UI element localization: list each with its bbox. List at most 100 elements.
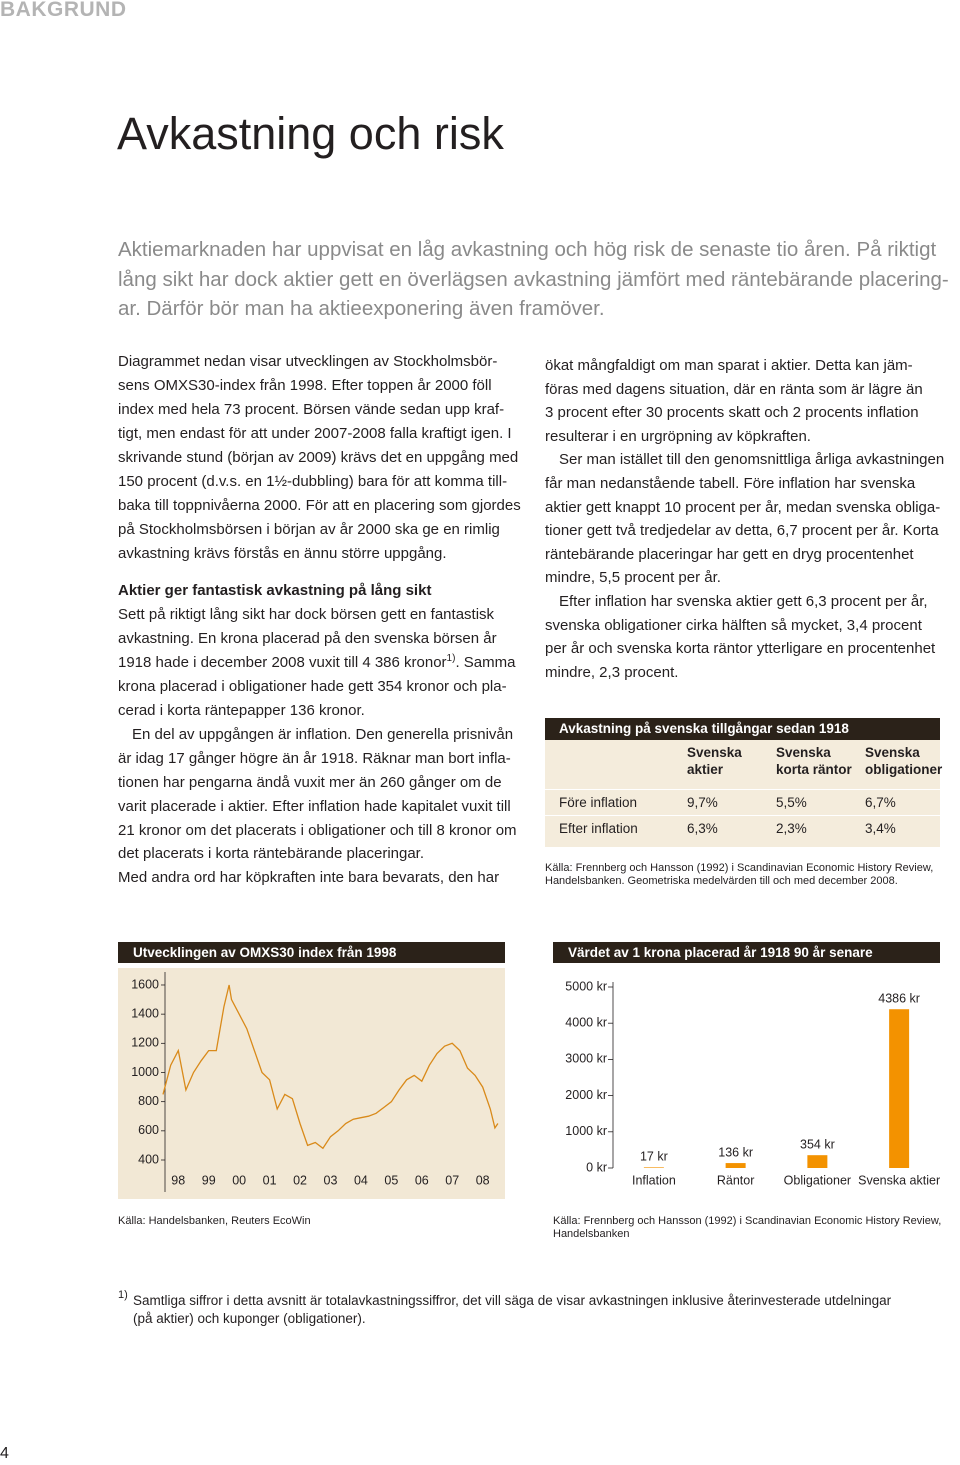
text-line: Handelsbanken [553, 1228, 630, 1240]
text-line: Diagrammet nedan visar utvecklingen av S… [118, 353, 498, 370]
table-title: Avkastning på svenska tillgångar sedan 1… [545, 718, 940, 740]
x-tick-label: 06 [415, 1173, 429, 1187]
corner [559, 744, 687, 778]
text-line: skrivande stund (början av 2009) krävs d… [118, 449, 519, 466]
text-line: Efter inflation har svenska aktier gett … [559, 592, 928, 610]
y-tick-label: 5000 kr [565, 979, 607, 993]
text-line: varit placerade i aktier. Efter inflatio… [118, 797, 511, 815]
y-tick-label: 800 [138, 1094, 159, 1108]
x-tick-label: 05 [384, 1173, 398, 1187]
value-chart: Värdet av 1 krona placerad år 1918 90 år… [553, 942, 940, 1187]
paragraph: ökat mångfaldigt om man sparat i aktier.… [545, 354, 944, 448]
plot-background [118, 968, 505, 1199]
footnote-ref: 1) [446, 652, 456, 664]
row-label: Före inflation [559, 795, 638, 810]
column-header: Svenska aktier [687, 744, 776, 778]
text: . Samma [455, 653, 516, 671]
y-tick-label: 1200 [131, 1036, 159, 1050]
value-label: 4386 kr [878, 992, 920, 1006]
chart-source: Källa: Frennberg och Hansson (1992) i Sc… [553, 1215, 941, 1241]
paragraph: En del av uppgången är inflation. Den ge… [118, 723, 517, 891]
returns-table: Avkastning på svenska tillgångar sedan 1… [545, 718, 943, 847]
text-line: är idag 17 gånger högre än år 1918. Räkn… [118, 749, 511, 767]
bar [643, 1167, 664, 1168]
paragraph: Ser man istället till den genomsnittliga… [545, 448, 944, 590]
text-line: tionen har pengarna ändå vuxit mer än 26… [118, 773, 502, 791]
page-title: Avkastning och risk [117, 108, 504, 159]
text-line: Aktiemarknaden har uppvisat en låg avkas… [118, 238, 937, 261]
x-tick-label: Svenska aktier [858, 1173, 940, 1187]
text-line: ar. Därför bör man ha aktieexponering äv… [118, 297, 605, 320]
column-header-line: korta räntor [776, 762, 852, 777]
x-tick-label: 04 [354, 1173, 368, 1187]
bar [725, 1163, 746, 1168]
column-header: Svenska korta räntor [776, 744, 865, 778]
text-line: ökat mångfaldigt om man sparat i aktier.… [545, 357, 913, 374]
footnote-marker: 1) [118, 1289, 128, 1301]
table-cell: 5,5% [776, 795, 807, 810]
x-tick-label: 02 [293, 1173, 307, 1187]
table-cell: 3,4% [865, 821, 896, 836]
row-label: Efter inflation [559, 821, 638, 836]
column-header-line: Svenska [687, 745, 742, 760]
column-header-line: Svenska [865, 745, 920, 760]
text-line: Samtliga siffror i detta avsnitt är tota… [133, 1293, 892, 1308]
y-tick-label: 1400 [131, 1006, 159, 1020]
text-line: föras med dagens situation, där en ränta… [545, 380, 923, 398]
text-line: avkastning. En krona placerad på den sve… [118, 629, 497, 647]
table-cell: 2,3% [776, 821, 807, 836]
text-line: (på aktier) och kuponger (obligationer). [133, 1311, 366, 1326]
text-line: lång sikt har dock aktier gett en överlä… [118, 267, 949, 291]
x-tick-label: 07 [445, 1173, 459, 1187]
x-tick-label: 00 [232, 1173, 246, 1187]
bar [807, 1155, 828, 1168]
value-label: 17 kr [640, 1150, 668, 1164]
paragraph: Efter inflation har svenska aktier gett … [545, 590, 944, 684]
right-column: ökat mångfaldigt om man sparat i aktier.… [545, 354, 944, 684]
text-line: 3 procent efter 30 procents skatt och 2 … [545, 404, 919, 422]
y-tick-label: 1000 kr [565, 1124, 607, 1138]
text-line: på Stockholmsbörsen i början av år 2000 … [118, 521, 500, 538]
paragraph: Sett på riktigt lång sikt har dock börse… [118, 603, 517, 723]
left-column: Diagrammet nedan visar utvecklingen av S… [118, 350, 521, 566]
column-header-line: obligationer [865, 762, 943, 777]
text-line: krona placerad i obligationer hade gett … [118, 677, 507, 695]
text-line: cerad i korta räntepapper 136 kronor. [118, 701, 365, 719]
text-line: Sett på riktigt lång sikt har dock börse… [118, 605, 495, 623]
text-line: sens OMXS30-index från 1998. Efter toppe… [118, 377, 492, 394]
text-line: Med andra ord har köpkraften inte bara b… [118, 869, 500, 887]
section-label: BAKGRUND [0, 0, 127, 21]
text-line: tigt, men endast för att under 2007-2008… [118, 425, 512, 442]
chart-title: Värdet av 1 krona placerad år 1918 90 år… [568, 945, 873, 960]
text-line: resulterar i en urgröpning av köpkraften… [545, 427, 811, 445]
chart-title-bar [118, 942, 505, 963]
page-number: 4 [0, 1445, 9, 1462]
text-line: Källa: Frennberg och Hansson (1992) i Sc… [553, 1215, 942, 1227]
x-tick-label: 99 [202, 1173, 216, 1187]
y-tick-label: 400 [138, 1152, 159, 1166]
text-line: aktier gett knappt 10 procent per år, me… [545, 498, 941, 516]
x-tick-label: 03 [324, 1173, 338, 1187]
text-line: avkastning krävs förstås en ännu större … [118, 545, 447, 562]
intro: Aktiemarknaden har uppvisat en låg avkas… [118, 235, 949, 324]
x-tick-label: Obligationer [784, 1173, 851, 1187]
table-cell: 9,7% [687, 795, 718, 810]
text-line: svenska obligationer cirka hälften så my… [545, 616, 922, 634]
x-tick-label: Räntor [717, 1173, 755, 1187]
y-tick-label: 3000 kr [565, 1052, 607, 1066]
bar [889, 1009, 910, 1168]
left-column-continued: Aktier ger fantastisk avkastning på lång… [118, 579, 517, 890]
x-tick-label: 08 [476, 1173, 490, 1187]
y-tick-label: 2000 kr [565, 1088, 607, 1102]
section-heading: Aktier ger fantastisk avkastning på lång… [118, 582, 432, 599]
footnote: 1) Samtliga siffror i detta avsnitt är t… [118, 1289, 892, 1328]
text-line: Källa: Handelsbanken, Reuters EcoWin [118, 1215, 311, 1227]
text-line: 150 procent (d.v.s. en 1½-dubbling) bara… [118, 473, 508, 490]
text-line: Källa: Frennberg och Hansson (1992) i Sc… [545, 862, 934, 874]
text-line: räntebärande placeringar har gett en dry… [545, 545, 914, 563]
x-tick-label: 98 [171, 1173, 185, 1187]
chart-source: Källa: Handelsbanken, Reuters EcoWin [118, 1215, 311, 1228]
chart-title-bar [553, 942, 940, 963]
text-line: tioner gett två tredjedelar av detta, 6,… [545, 522, 939, 540]
